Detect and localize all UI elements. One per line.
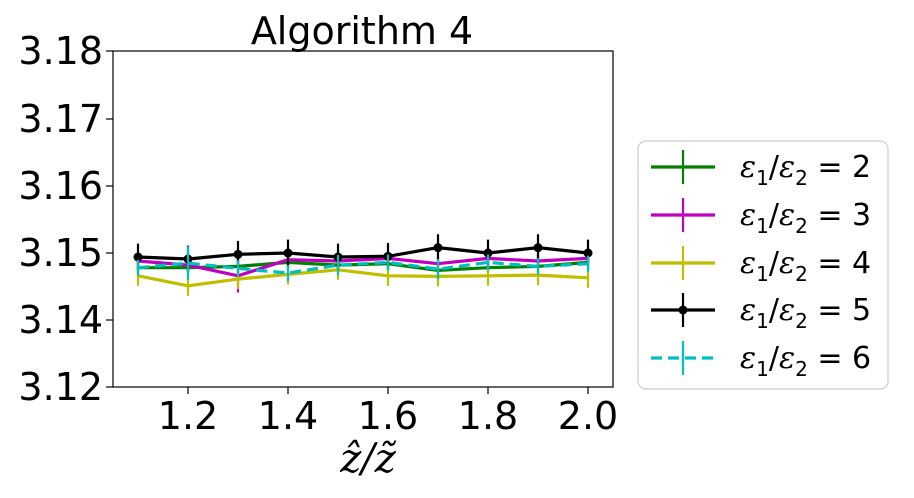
y-axis: 3.12 3.14 3.15 3.16 3.17 3.18 — [18, 29, 113, 409]
x-tick-label: 1.4 — [258, 394, 318, 438]
legend: ε1/ε2 = 2 ε1/ε2 = 3 ε1/ε2 = 4 ε1/ε2 = 5 ε1/ε… — [637, 140, 889, 390]
series-line — [137, 256, 589, 278]
y-tick-label: 3.17 — [18, 97, 103, 141]
legend-entry-3: ε1/ε2 = 3 — [651, 198, 871, 238]
y-tick-label: 3.14 — [18, 298, 103, 342]
data-point — [433, 243, 443, 253]
data-point — [233, 249, 243, 259]
legend-label: ε1/ε2 = 2 — [740, 150, 871, 190]
legend-box — [637, 140, 889, 390]
series-layer — [133, 234, 593, 296]
x-tick-label: 1.6 — [358, 394, 418, 438]
legend-label: ε1/ε2 = 5 — [740, 293, 871, 333]
x-axis: 1.2 1.4 1.6 1.8 2.0 — [158, 387, 618, 438]
series-line — [137, 260, 589, 275]
chart-title: Algorithm 4 — [251, 9, 473, 53]
series-line — [137, 268, 589, 288]
x-tick-label: 2.0 — [558, 394, 618, 438]
legend-label: ε1/ε2 = 6 — [740, 341, 871, 381]
plot-frame — [112, 50, 614, 388]
x-tick-label: 1.8 — [458, 394, 518, 438]
data-point — [483, 248, 493, 258]
legend-entry-2: ε1/ε2 = 2 — [651, 150, 871, 190]
series-line — [137, 246, 589, 261]
data-point — [283, 248, 293, 258]
x-tick-label: 1.2 — [158, 394, 218, 438]
y-tick-label: 3.16 — [18, 164, 103, 208]
legend-entry-6: ε1/ε2 = 6 — [651, 341, 871, 381]
series-5 — [133, 234, 593, 273]
series-6 — [136, 246, 590, 282]
legend-marker — [678, 305, 688, 315]
y-tick-label: 3.12 — [18, 365, 103, 409]
legend-label: ε1/ε2 = 3 — [740, 198, 871, 238]
y-tick-label: 3.18 — [18, 29, 103, 73]
data-point — [133, 252, 143, 262]
x-axis-label: ẑ/z̃ — [339, 436, 397, 482]
legend-entry-4: ε1/ε2 = 4 — [651, 246, 871, 286]
data-point — [533, 243, 543, 253]
legend-label: ε1/ε2 = 4 — [740, 246, 871, 286]
data-point — [583, 248, 593, 258]
legend-entry-5: ε1/ε2 = 5 — [651, 293, 871, 333]
y-tick-label: 3.15 — [18, 231, 103, 275]
